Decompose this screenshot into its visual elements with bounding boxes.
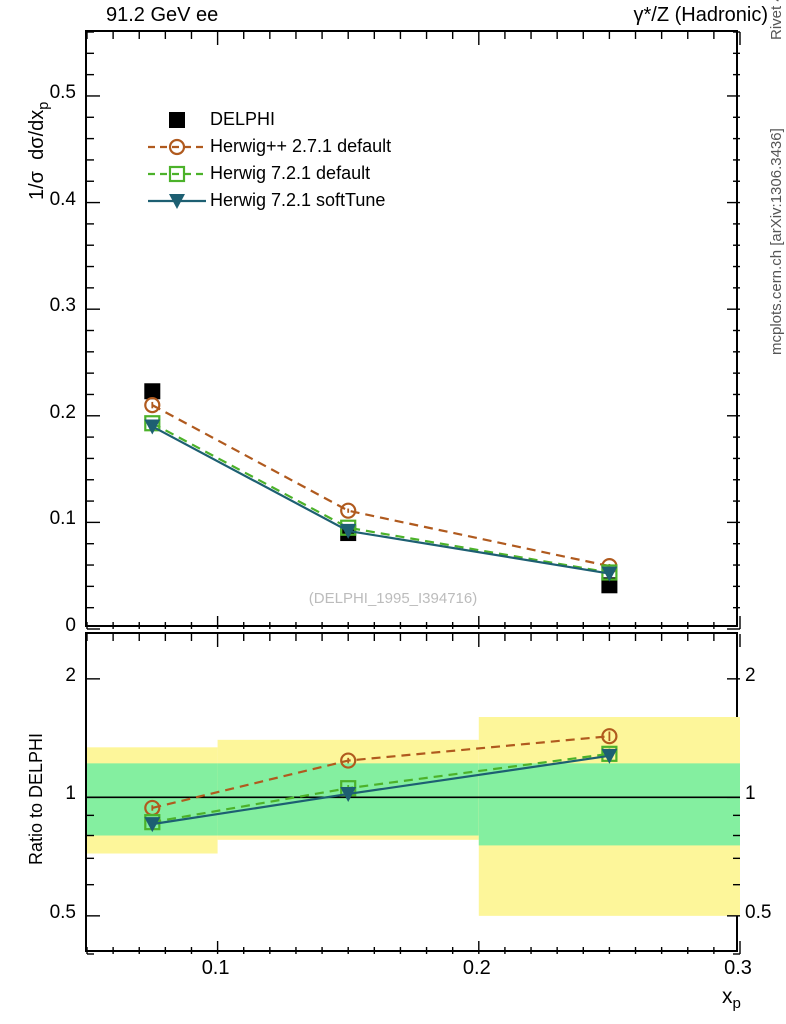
data-point-herwig-7-2-1-softtune — [144, 419, 161, 435]
y-axis-tick-ratio-right: 1 — [745, 783, 756, 805]
data-point-herwig-2-7-1-default — [340, 502, 357, 519]
ratio-point-herwig-7-2-1-softtune — [144, 817, 161, 833]
y-axis-label-sub: p — [36, 101, 52, 110]
legend-marker-icon — [148, 135, 206, 159]
series-line-herwig-2-7-1-default — [151, 404, 610, 568]
legend-marker-icon — [148, 108, 206, 132]
y-axis-tick-ratio-right: 0.5 — [745, 901, 772, 923]
ratio-point-herwig-7-2-1-softtune — [601, 748, 618, 764]
y-axis-label-ratio: Ratio to DELPHI — [26, 732, 46, 865]
series-line-herwig-7-2-1-softtune — [151, 425, 610, 575]
x-axis-tick: 0.2 — [462, 957, 491, 979]
process-label: γ*/Z (Hadronic) — [633, 4, 768, 26]
data-point-herwig-2-7-1-default — [144, 397, 161, 414]
legend-label: Herwig 7.2.1 default — [210, 163, 371, 183]
legend-point — [169, 112, 185, 128]
ratio-plot-canvas — [86, 634, 741, 955]
y-axis-tick-main: 0.5 — [49, 81, 76, 103]
x-axis-label-sub: p — [732, 995, 741, 1013]
mcplots-source-note: mcplots.cern.ch [arXiv:1306.3436] — [768, 128, 785, 355]
beam-energy-label: 91.2 GeV ee — [106, 4, 219, 26]
ratio-point-herwig-2-7-1-default — [601, 728, 618, 745]
data-point-delphi — [601, 577, 618, 594]
x-axis-label-text: x — [722, 985, 733, 1008]
y-axis-label-main: 1/σ dσ/dxp — [26, 102, 52, 200]
y-axis-tick-main: 0 — [65, 615, 76, 636]
x-axis-tick: 0.3 — [724, 957, 752, 979]
main-plot-panel — [85, 30, 741, 630]
y-axis-label-part1: 1/σ — [26, 170, 48, 200]
ratio-point-herwig-7-2-1-softtune — [340, 786, 357, 802]
rivet-version-note: Rivet 4.1.0, ≥ 100k events — [768, 0, 785, 40]
legend-label: Herwig 7.2.1 softTune — [210, 190, 386, 210]
ratio-plot-panel — [85, 632, 741, 955]
legend-marker-icon — [148, 162, 206, 186]
data-point-delphi — [144, 383, 161, 400]
legend-point — [169, 194, 185, 209]
legend-point — [168, 138, 186, 156]
y-axis-tick-ratio-right: 2 — [745, 664, 756, 686]
data-point-herwig-7-2-1-softtune — [601, 566, 618, 582]
y-axis-tick-ratio-left: 2 — [65, 664, 76, 686]
legend-point — [168, 165, 186, 183]
legend-label: Herwig++ 2.7.1 default — [210, 136, 392, 156]
y-axis-tick-main: 0.4 — [49, 188, 76, 210]
x-axis-tick: 0.1 — [201, 957, 230, 979]
y-axis-tick-main: 0.2 — [49, 401, 76, 423]
y-axis-tick-main: 0.1 — [49, 508, 76, 530]
legend-label: DELPHI — [210, 109, 276, 129]
series-line-herwig-7-2-1-default — [151, 422, 610, 574]
y-axis-label-part2: dσ/dx — [26, 109, 48, 160]
main-plot-canvas — [86, 31, 741, 630]
x-axis-label: xp — [722, 985, 741, 1012]
legend-marker-icon — [148, 189, 206, 213]
analysis-watermark: (DELPHI_1995_I394716) — [308, 590, 478, 607]
y-axis-tick-ratio-left: 1 — [65, 783, 76, 805]
ratio-band-green-2 — [478, 763, 740, 846]
y-axis-tick-ratio-left: 0.5 — [49, 901, 76, 923]
data-point-herwig-7-2-1-softtune — [340, 523, 357, 539]
ratio-point-herwig-2-7-1-default — [340, 752, 357, 769]
y-axis-tick-main: 0.3 — [49, 295, 76, 317]
